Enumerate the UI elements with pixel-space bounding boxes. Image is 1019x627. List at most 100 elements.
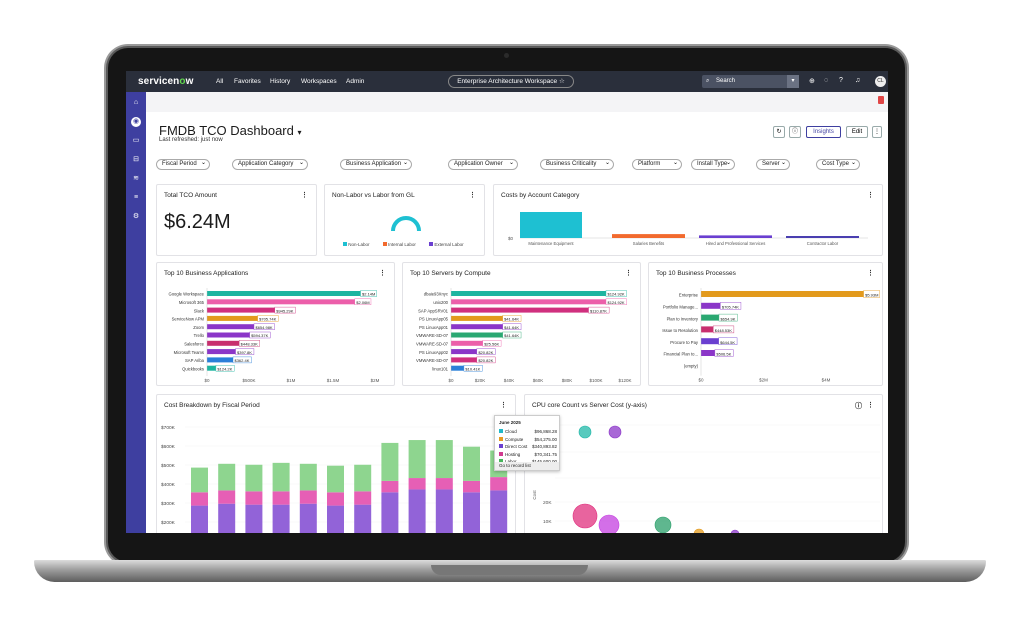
help-icon[interactable]: ? bbox=[839, 77, 843, 84]
y-tick-label: Issue to Resolution bbox=[662, 328, 698, 333]
bar-segment bbox=[381, 492, 399, 533]
data-label: $20.82K bbox=[478, 350, 493, 355]
filter-application-owner[interactable]: Application Owner bbox=[448, 159, 518, 170]
filter-server[interactable]: Server bbox=[756, 159, 790, 170]
go-to-record-list-link[interactable]: Go to record list bbox=[495, 462, 559, 470]
sidebar: ⌂ ◉ ▭ ⊟ ≋ ≡ ⚙ bbox=[126, 92, 146, 533]
more-icon[interactable]: ⋮ bbox=[469, 192, 476, 199]
x-tick-label: $1M bbox=[287, 378, 296, 383]
edit-button[interactable]: Edit bbox=[846, 126, 868, 138]
gauge-chart bbox=[391, 216, 421, 232]
total-tco-card[interactable]: Total TCO Amount ⋮ $6.24M bbox=[156, 184, 317, 256]
hierarchy-icon[interactable]: ⊟ bbox=[133, 156, 139, 163]
bar-segment bbox=[218, 503, 236, 533]
scatter-point bbox=[693, 528, 705, 533]
card-title: Top 10 Servers by Compute bbox=[410, 270, 491, 277]
filter-cost-type[interactable]: Cost Type bbox=[816, 159, 860, 170]
list-icon[interactable]: ≡ bbox=[133, 194, 139, 201]
data-label: $5.93M bbox=[865, 293, 878, 298]
chevron-down-icon: ⌄ bbox=[781, 160, 787, 166]
card-title: Total TCO Amount bbox=[164, 192, 217, 199]
cpu-card[interactable]: CPU core Count vs Server Cost (y-axis) ⓘ… bbox=[524, 394, 883, 533]
y-tick-label: Quickbooks bbox=[182, 366, 204, 371]
nav-history[interactable]: History bbox=[270, 78, 291, 85]
tooltip-label: Hosting bbox=[505, 451, 521, 457]
nav-admin[interactable]: Admin bbox=[346, 78, 365, 85]
bar bbox=[451, 332, 503, 338]
bar bbox=[701, 326, 714, 333]
info-icon[interactable]: ⓘ bbox=[789, 126, 801, 138]
chart-tooltip: June 2025 Cloud $96,868.28 Compute $54,275.… bbox=[494, 415, 560, 471]
data-label: $20.82K bbox=[478, 358, 493, 363]
filter-platform[interactable]: Platform bbox=[632, 159, 682, 170]
data-label: $41.64K bbox=[504, 317, 519, 322]
bell-icon[interactable]: ♫ bbox=[855, 77, 861, 84]
more-icon[interactable]: ⋮ bbox=[867, 192, 874, 199]
globe-icon[interactable]: ⊕ bbox=[809, 78, 815, 85]
data-label-box bbox=[476, 356, 496, 364]
y-tick-label: VMWARE-SD-07 bbox=[416, 358, 449, 363]
more-icon[interactable]: ⋮ bbox=[301, 192, 308, 199]
database-icon[interactable]: ≋ bbox=[133, 175, 139, 182]
nav-favorites[interactable]: Favorites bbox=[234, 78, 261, 85]
bar bbox=[451, 324, 503, 330]
more-icon[interactable]: ⋮ bbox=[867, 402, 874, 409]
filter-business-criticality[interactable]: Business Criticality bbox=[540, 159, 614, 170]
page-title[interactable]: FMDB TCO Dashboard ▾ bbox=[159, 123, 302, 138]
gauge-arc bbox=[391, 216, 421, 232]
more-icon[interactable]: ⋮ bbox=[872, 126, 882, 138]
y-tick-label: SAP AppSRV01 bbox=[418, 308, 449, 313]
tooltip-row: Hosting $70,341.75 bbox=[499, 451, 557, 458]
workspace-button[interactable]: Enterprise Architecture Workspace ☆ bbox=[448, 75, 574, 88]
data-label: $397.8K bbox=[237, 350, 252, 355]
bar bbox=[207, 324, 254, 330]
more-icon[interactable]: ⋮ bbox=[625, 270, 632, 277]
data-label-box bbox=[253, 323, 275, 330]
bar-segment bbox=[408, 440, 426, 479]
bar-segment bbox=[408, 489, 426, 533]
top-apps-card[interactable]: Top 10 Business Applications ⋮ Google Wo… bbox=[156, 262, 395, 386]
filter-install-type[interactable]: Install Type bbox=[691, 159, 735, 170]
chat-icon[interactable]: ◌ bbox=[824, 77, 829, 84]
legend-swatch bbox=[382, 242, 387, 246]
dashboard-icon[interactable]: ◉ bbox=[131, 117, 141, 127]
x-tick-label: $1.5M bbox=[327, 378, 340, 383]
fiscal-card[interactable]: Cost Breakdown by Fiscal Period ⋮ $700K $… bbox=[156, 394, 516, 533]
chevron-down-icon[interactable]: ▾ bbox=[297, 128, 302, 137]
briefcase-icon[interactable]: ▭ bbox=[132, 137, 140, 144]
more-icon[interactable]: ⋮ bbox=[379, 270, 386, 277]
more-icon[interactable]: ⋮ bbox=[500, 402, 507, 409]
info-icon[interactable]: ⓘ bbox=[855, 403, 862, 410]
bar-segment bbox=[218, 490, 236, 504]
bar-segment bbox=[191, 492, 208, 506]
insights-button[interactable]: Insights bbox=[806, 126, 841, 138]
nonlabor-card[interactable]: Non-Labor vs Labor from GL ⋮ Non-Labor I… bbox=[324, 184, 485, 256]
filter-application-category[interactable]: Application Category bbox=[232, 159, 308, 170]
y-tick-label: 20K bbox=[543, 500, 552, 506]
refresh-icon[interactable]: ↻ bbox=[773, 126, 785, 138]
avatar[interactable]: CL bbox=[875, 76, 886, 87]
top-processes-card[interactable]: Top 10 Business Processes ⋮ Enterprise $5… bbox=[648, 262, 883, 386]
total-tco-value: $6.24M bbox=[164, 211, 231, 233]
data-label: $124.2K bbox=[217, 366, 232, 371]
nav-all[interactable]: All bbox=[216, 78, 224, 85]
data-label: $644.5K bbox=[720, 340, 735, 345]
data-label-box bbox=[605, 290, 627, 297]
bar bbox=[451, 357, 477, 363]
tooltip-label: Labor bbox=[505, 459, 517, 464]
nav-workspaces[interactable]: Workspaces bbox=[301, 78, 337, 85]
y-tick-label: (empty) bbox=[684, 364, 699, 369]
costs-account-card[interactable]: Costs by Account Category ⋮ $0 Maintenanc… bbox=[493, 184, 883, 256]
servicenow-logo[interactable]: servicenow bbox=[138, 76, 194, 87]
chevron-down-icon: ⌄ bbox=[851, 160, 857, 166]
top-servers-card[interactable]: Top 10 Servers by Compute ⋮ dbaie93Xnyc $… bbox=[402, 262, 641, 386]
search-icon: ⌕ bbox=[706, 78, 710, 84]
chevron-down-icon[interactable]: ▾ bbox=[787, 75, 799, 88]
gear-icon[interactable]: ⚙ bbox=[132, 213, 140, 220]
filter-fiscal-period[interactable]: Fiscal Period bbox=[156, 159, 210, 170]
notification-badge[interactable] bbox=[878, 96, 884, 104]
filter-business-application[interactable]: Business Application bbox=[340, 159, 412, 170]
more-icon[interactable]: ⋮ bbox=[867, 270, 874, 277]
home-icon[interactable]: ⌂ bbox=[133, 99, 139, 106]
search-input[interactable]: ⌕ Search ▾ bbox=[702, 75, 799, 88]
